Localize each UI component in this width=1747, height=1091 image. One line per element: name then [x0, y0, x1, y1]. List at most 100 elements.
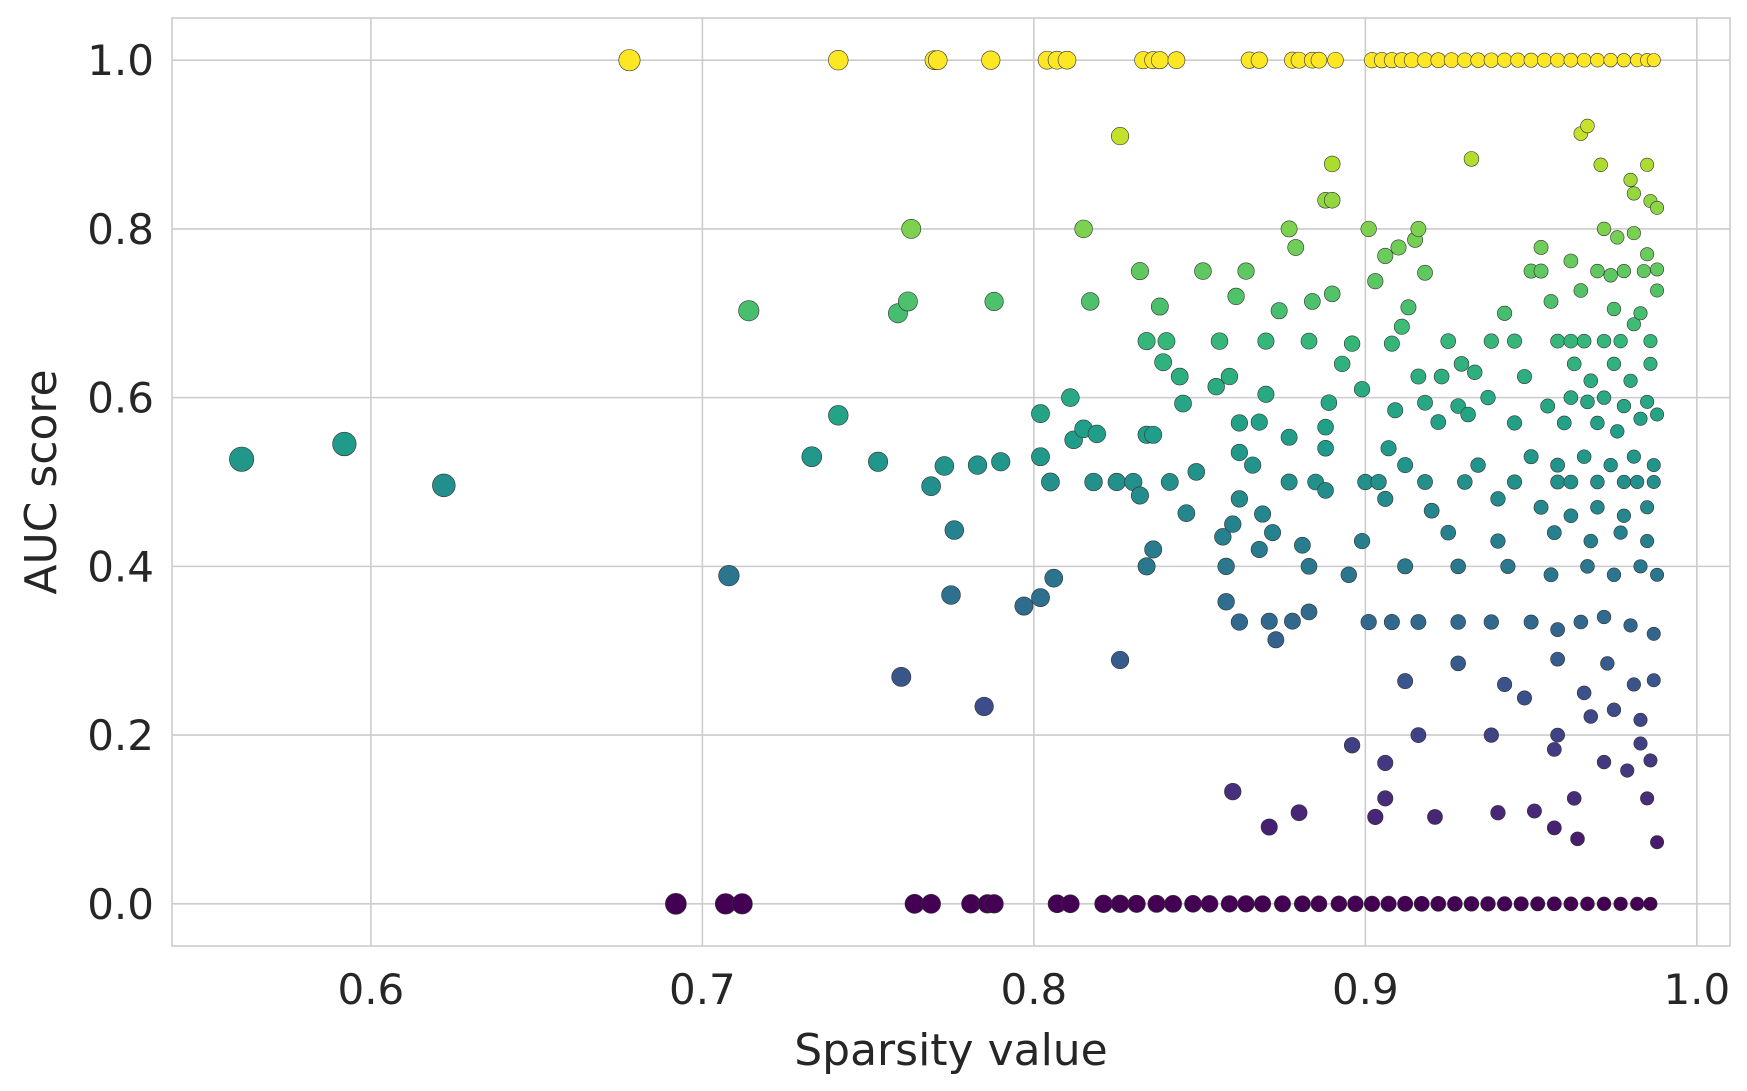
data-point [1550, 651, 1565, 667]
data-point [1463, 151, 1480, 167]
x-axis-title: Sparsity value [794, 1025, 1108, 1076]
data-points [229, 49, 1665, 915]
data-point [1440, 333, 1457, 349]
data-point [1646, 475, 1661, 489]
data-point [1550, 457, 1565, 473]
data-point [1536, 52, 1552, 68]
data-point [1497, 676, 1513, 693]
data-point [1144, 540, 1163, 559]
data-point [1443, 52, 1460, 68]
data-point [1057, 50, 1077, 70]
data-point [984, 894, 1004, 914]
data-point [904, 893, 925, 914]
data-point [1403, 52, 1420, 69]
data-point [1294, 895, 1311, 913]
data-point [1633, 306, 1648, 321]
data-point [1646, 53, 1661, 68]
data-point [1280, 473, 1298, 491]
data-point [1257, 332, 1275, 350]
data-point [1600, 656, 1615, 671]
data-point [1147, 894, 1166, 913]
data-point [1187, 463, 1206, 481]
data-point [1543, 294, 1559, 309]
data-point [901, 219, 922, 239]
data-point [1274, 895, 1291, 913]
data-point [1310, 895, 1328, 913]
data-point [1410, 368, 1427, 385]
data-point [1613, 334, 1628, 349]
data-point [1550, 474, 1565, 490]
data-point [1367, 808, 1384, 825]
data-point [1423, 502, 1440, 519]
data-point [921, 476, 941, 497]
data-point [1483, 727, 1499, 743]
data-point [1061, 388, 1080, 407]
data-point [1144, 425, 1163, 444]
data-point [1260, 818, 1278, 836]
data-point [1194, 262, 1212, 280]
data-point [1323, 155, 1341, 173]
data-point [1650, 262, 1665, 277]
data-point [1613, 896, 1628, 911]
data-point [1610, 230, 1625, 245]
data-point [1327, 51, 1344, 69]
x-tick-label: 0.6 [337, 965, 404, 1014]
data-point [1603, 457, 1618, 473]
data-point [1590, 263, 1605, 279]
data-point [1543, 567, 1559, 583]
data-point [1150, 51, 1169, 70]
data-point [1370, 473, 1387, 491]
data-point [1230, 613, 1248, 631]
data-point [1633, 736, 1648, 751]
data-point [1470, 52, 1486, 68]
data-point [432, 473, 456, 498]
data-point [1154, 353, 1173, 372]
data-point [1174, 394, 1192, 413]
data-point [1410, 614, 1427, 630]
y-tick-label: 0.8 [87, 205, 154, 254]
data-point [1130, 262, 1149, 281]
data-point [1157, 332, 1176, 350]
plot-frame [171, 17, 1731, 947]
data-point [1646, 458, 1661, 473]
data-point [1353, 532, 1371, 550]
data-point [1640, 247, 1655, 262]
data-point [618, 49, 641, 72]
data-point [1290, 804, 1308, 822]
data-point [1164, 894, 1182, 913]
data-point [1200, 895, 1219, 913]
data-point [1210, 332, 1229, 350]
data-point [1304, 293, 1321, 310]
data-point [1596, 896, 1612, 911]
data-point [1044, 568, 1064, 588]
data-point [974, 696, 994, 716]
data-point [1470, 457, 1486, 473]
data-point [1590, 500, 1605, 515]
data-point [1640, 157, 1655, 172]
data-point [731, 893, 753, 915]
data-point [1230, 414, 1248, 432]
data-point [1150, 297, 1169, 316]
data-point [1596, 390, 1612, 405]
data-point [1343, 335, 1361, 352]
data-point [1214, 528, 1232, 546]
data-point [1413, 895, 1430, 912]
data-point [1480, 896, 1496, 912]
data-point [1367, 273, 1384, 290]
data-point [1207, 377, 1225, 396]
data-point [1523, 449, 1539, 465]
data-point [1550, 622, 1565, 637]
x-tick-label: 0.7 [669, 965, 736, 1014]
data-point [665, 893, 687, 915]
data-point [1250, 413, 1268, 431]
data-point [1516, 690, 1532, 706]
data-point [1626, 186, 1641, 201]
data-point [1363, 895, 1381, 912]
data-point [1031, 588, 1050, 607]
data-point [1217, 557, 1235, 576]
data-point [1640, 500, 1655, 515]
data-point [1590, 52, 1605, 68]
data-point [1550, 52, 1565, 68]
data-point [1613, 525, 1628, 540]
data-point [1533, 499, 1549, 515]
